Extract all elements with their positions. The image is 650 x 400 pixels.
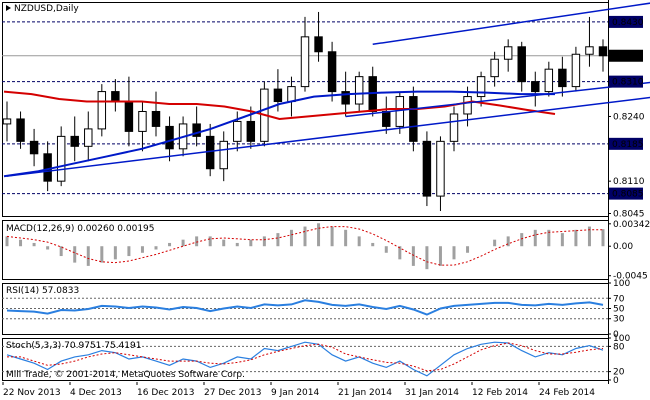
price-axis-label: 0.8085	[612, 190, 644, 200]
candle[interactable]	[544, 68, 554, 93]
pane-frame	[2, 283, 609, 335]
price-axis-label: 0.8430	[612, 18, 644, 28]
rsi-pane[interactable]	[2, 297, 608, 320]
date-axis-label: 12 Feb 2014	[472, 388, 528, 398]
rsi-axis-label: 0	[613, 330, 619, 340]
rsi-axis-label: 100	[613, 279, 630, 289]
chart-symbol-icon	[6, 5, 11, 11]
candle[interactable]	[56, 135, 66, 182]
level-price-badge	[609, 187, 643, 200]
rsi-axis-label: 30	[613, 315, 625, 325]
level-price-badge	[609, 15, 643, 28]
macd-signal-line	[6, 226, 604, 266]
stoch-axis-label: 20	[613, 368, 625, 378]
price-pane[interactable]	[2, 2, 650, 212]
macd-axis-label: -0.0045	[613, 272, 648, 282]
candle[interactable]	[382, 110, 391, 127]
candle[interactable]	[165, 125, 174, 150]
date-axis-label: 4 Dec 2013	[70, 388, 122, 398]
macd-label: MACD(12,26,9) 0.00260 0.00195	[6, 224, 155, 234]
candle[interactable]	[97, 91, 107, 130]
candle[interactable]	[503, 46, 513, 60]
stoch-axis-label: 100	[613, 334, 630, 344]
candle[interactable]	[205, 135, 215, 170]
price-axis-label: 0.8185	[612, 140, 644, 150]
candle[interactable]	[273, 88, 283, 103]
candle[interactable]	[70, 135, 79, 147]
candle[interactable]	[449, 113, 459, 142]
price-axis-label: 0.8310	[612, 78, 644, 88]
stoch-axis-label: 0	[613, 376, 619, 386]
level-price-badge	[609, 75, 643, 88]
stoch-label: Stoch(5,3,3) 70.9751 75.4191	[6, 341, 141, 351]
price-axis-label: 0.8362	[612, 52, 644, 62]
candle[interactable]	[29, 140, 39, 155]
trendline	[6, 96, 650, 177]
stoch-pane[interactable]	[2, 341, 608, 377]
price-axis-label: 0.8240	[613, 112, 645, 122]
candle[interactable]	[138, 110, 147, 132]
candle[interactable]	[422, 140, 432, 197]
candle[interactable]	[43, 153, 52, 182]
candle[interactable]	[490, 58, 499, 78]
copyright-text: Mill Trade, © 2001-2014, MetaQuotes Soft…	[6, 370, 245, 380]
date-axis-label: 21 Jan 2014	[338, 388, 392, 398]
candle[interactable]	[233, 120, 242, 142]
candle[interactable]	[354, 76, 364, 105]
candle[interactable]	[327, 51, 337, 93]
candle[interactable]	[585, 46, 594, 55]
candle[interactable]	[341, 91, 350, 105]
candle[interactable]	[558, 68, 567, 88]
candle[interactable]	[219, 140, 228, 170]
candle[interactable]	[84, 128, 93, 147]
candle[interactable]	[476, 76, 486, 98]
rsi-label: RSI(14) 57.0833	[6, 286, 79, 296]
stoch-axis-label: 80	[613, 342, 625, 352]
candle[interactable]	[124, 101, 134, 132]
candle[interactable]	[314, 36, 323, 53]
candle[interactable]	[192, 123, 201, 137]
trendline	[372, 2, 650, 46]
price-axis-label: 0.8110	[613, 177, 645, 187]
candle[interactable]	[151, 110, 161, 127]
price-axis-label: 0.8045	[613, 210, 645, 220]
candle[interactable]	[463, 96, 472, 115]
moving-average-blue	[3, 90, 555, 178]
candle[interactable]	[409, 96, 418, 142]
level-price-badge	[609, 137, 643, 150]
date-axis-label: 31 Jan 2014	[405, 388, 459, 398]
candle[interactable]	[571, 53, 581, 88]
date-axis-label: 22 Nov 2013	[3, 388, 61, 398]
macd-axis-label: 0.00342	[613, 220, 650, 230]
candle[interactable]	[436, 140, 445, 197]
candle[interactable]	[111, 91, 120, 103]
rsi-axis-label: 50	[613, 305, 625, 315]
candle[interactable]	[395, 96, 405, 127]
rsi-line	[6, 299, 604, 316]
candle[interactable]	[598, 46, 608, 57]
candle[interactable]	[300, 36, 310, 88]
candle[interactable]	[287, 86, 296, 103]
date-axis-label: 24 Feb 2014	[539, 388, 595, 398]
rsi-axis-label: 70	[613, 294, 625, 304]
candle[interactable]	[517, 46, 526, 83]
macd-pane[interactable]	[5, 223, 605, 270]
current-price-badge	[609, 49, 643, 62]
candle[interactable]	[246, 120, 256, 142]
date-axis-label: 16 Dec 2013	[137, 388, 195, 398]
date-axis-label: 9 Jan 2014	[271, 388, 319, 398]
stoch-main-line	[6, 341, 604, 377]
candle[interactable]	[531, 81, 540, 93]
candle[interactable]	[2, 118, 12, 125]
candle[interactable]	[16, 118, 25, 142]
macd-axis-label: 0.00	[613, 242, 633, 252]
trendline	[345, 81, 650, 118]
chart-title: NZDUSD,Daily	[14, 4, 79, 14]
date-axis-label: 27 Dec 2013	[204, 388, 262, 398]
stoch-signal-line	[7, 342, 604, 372]
